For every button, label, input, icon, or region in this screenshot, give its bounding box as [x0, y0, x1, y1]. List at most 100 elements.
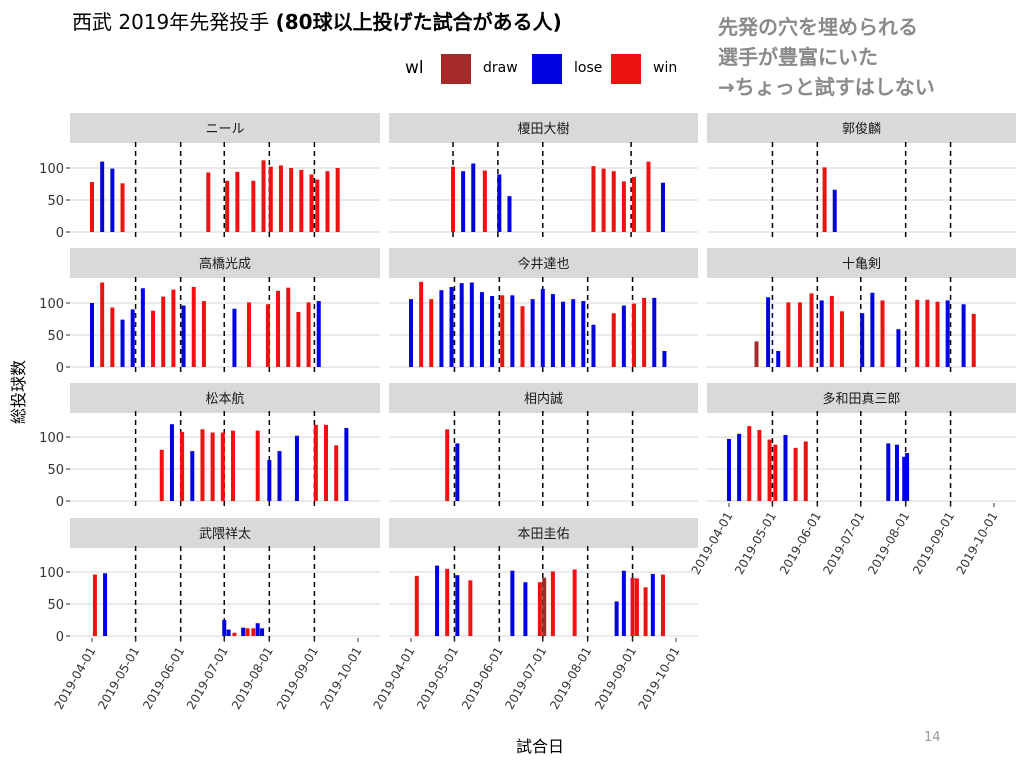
bar-lose	[507, 196, 512, 232]
bar-win	[971, 313, 976, 367]
bar-win	[747, 426, 752, 501]
facet-strip	[70, 383, 380, 413]
bar-win	[220, 432, 225, 501]
x-tick-label: 2019-09-01	[592, 645, 639, 712]
bar-lose	[652, 297, 657, 367]
bar-win	[235, 171, 240, 232]
bar-lose	[783, 435, 788, 501]
x-tick-label: 2019-09-01	[910, 510, 957, 577]
facet-title: 高橋光成	[199, 256, 251, 272]
bar-win	[315, 179, 320, 232]
bar-win	[601, 168, 606, 232]
bar-lose	[169, 424, 174, 501]
bar-lose	[120, 319, 125, 367]
bar-draw	[542, 577, 547, 636]
bar-lose	[540, 288, 545, 367]
facet-strip	[389, 248, 698, 278]
bar-win	[90, 182, 94, 232]
x-tick-label: 2019-07-01	[184, 645, 231, 712]
bar-win	[268, 166, 273, 232]
bar-lose	[581, 301, 586, 367]
bar-lose	[344, 428, 349, 501]
bar-lose	[316, 301, 321, 367]
x-tick-label: 2019-04-01	[371, 645, 418, 712]
bar-win	[429, 299, 434, 367]
bar-lose	[294, 435, 299, 501]
facet-strip	[70, 113, 380, 143]
bar-lose	[130, 309, 135, 367]
x-axis-title: 試合日	[516, 737, 564, 756]
bar-win	[572, 569, 577, 636]
facet-title: ニール	[205, 122, 244, 137]
bar-win	[230, 430, 235, 501]
bar-win	[482, 170, 487, 232]
title-condition: (80球以上投げた試合がある人)	[275, 10, 562, 34]
bar-win	[261, 160, 266, 232]
bar-win	[793, 447, 798, 501]
bar-win	[915, 299, 920, 367]
x-tick-label: 2019-05-01	[95, 645, 142, 712]
bar-lose	[832, 189, 837, 232]
bar-win	[232, 632, 237, 636]
bar-lose	[591, 324, 596, 367]
bar-lose	[902, 456, 907, 501]
bar-win	[445, 568, 450, 636]
facet-strip	[389, 518, 698, 548]
bar-win	[642, 297, 647, 367]
legend-label-lose: lose	[574, 60, 603, 76]
x-tick-label: 2019-07-01	[502, 645, 549, 712]
bar-win	[643, 587, 648, 636]
bar-win	[773, 444, 778, 501]
bar-win	[537, 582, 542, 636]
bar-win	[611, 313, 616, 367]
bar-win	[646, 161, 651, 232]
bar-lose	[277, 451, 282, 501]
bar-lose	[614, 601, 619, 636]
y-tick-label: 0	[56, 361, 64, 376]
x-tick-label: 2019-10-01	[318, 645, 365, 712]
bar-lose	[896, 329, 901, 367]
bar-win	[245, 628, 250, 636]
facet-strip	[707, 113, 1016, 143]
bar-lose	[449, 287, 454, 367]
facet-title: 榎田大樹	[517, 122, 569, 137]
bar-win	[632, 303, 637, 367]
side-note: 先発の穴を埋められる 選手が豊富にいた →ちょっと試すはしない	[718, 12, 935, 102]
bar-win	[797, 302, 802, 367]
bar-win	[206, 172, 211, 232]
bar-win	[414, 575, 419, 636]
bar-lose	[660, 182, 665, 232]
bar-lose	[510, 295, 515, 367]
bar-win	[335, 168, 340, 232]
bar-lose	[267, 460, 272, 501]
bar-lose	[479, 292, 484, 367]
bar-lose	[523, 582, 528, 636]
bar-win	[822, 167, 827, 232]
bar-lose	[945, 300, 950, 367]
bar-win	[935, 301, 940, 367]
bar-win	[634, 578, 639, 636]
bar-lose	[461, 171, 466, 232]
bar-win	[880, 300, 885, 367]
bar-win	[225, 180, 230, 232]
y-tick-label: 50	[47, 194, 64, 209]
bar-win	[839, 311, 844, 367]
bar-win	[829, 295, 834, 367]
bar-draw	[754, 341, 759, 367]
bar-win	[468, 580, 473, 636]
y-tick-label: 0	[56, 630, 64, 645]
bar-lose	[459, 283, 464, 367]
bar-lose	[222, 620, 227, 636]
bar-lose	[819, 300, 824, 367]
bar-win	[296, 311, 301, 367]
bar-lose	[260, 628, 265, 636]
bar-lose	[241, 627, 246, 636]
bar-lose	[255, 623, 260, 636]
bar-lose	[961, 304, 966, 367]
bar-win	[171, 289, 176, 367]
bar-win	[265, 304, 270, 367]
bar-win	[925, 299, 930, 367]
x-tick-label: 2019-08-01	[865, 510, 912, 577]
x-tick-label: 2019-05-01	[414, 645, 461, 712]
